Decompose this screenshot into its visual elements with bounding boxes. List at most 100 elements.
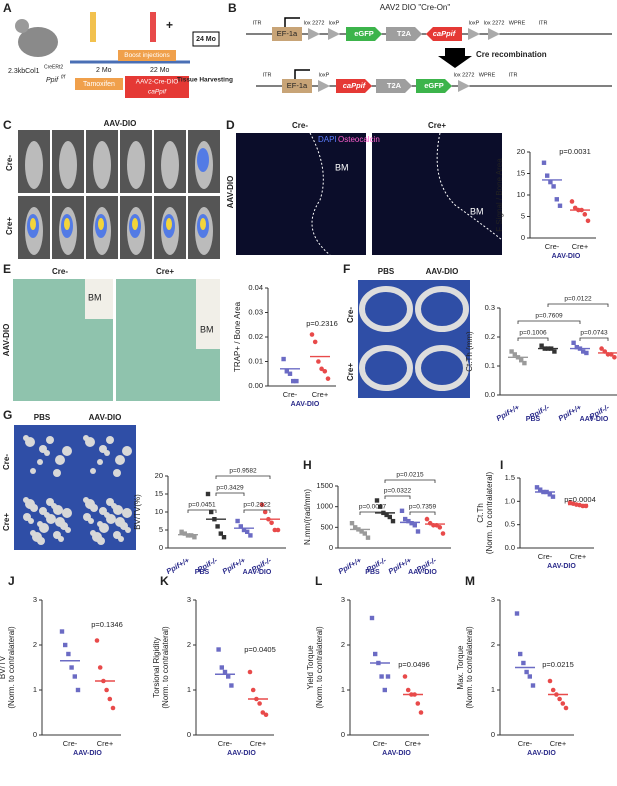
group-label: AAV-DIO (580, 416, 609, 423)
gene-block (416, 79, 452, 93)
harvest: Tissue Harvesting (177, 77, 233, 84)
virus: AAV2-Cre-DIO (136, 79, 179, 86)
p-value: p=0.0215 (542, 660, 574, 669)
marrow (196, 279, 220, 349)
time: 24 Mo (196, 36, 216, 43)
trabecula (46, 514, 56, 524)
bone-cross-section (359, 286, 413, 332)
comparison-bracket (215, 492, 245, 496)
data-point (585, 218, 591, 224)
trabecula (118, 536, 124, 542)
data-point (424, 516, 430, 522)
lox-site (328, 28, 340, 40)
y-tick-label: 0.0 (485, 390, 495, 399)
signal-hot (98, 218, 104, 230)
boost-box (118, 50, 176, 61)
promoter-arrow (284, 17, 300, 27)
data-point (547, 492, 552, 497)
data-point (557, 203, 563, 208)
data-point (554, 197, 559, 202)
data-point (569, 199, 575, 204)
trabecula (44, 450, 50, 456)
construct-element: eGFP (424, 81, 444, 90)
trabecula (28, 518, 34, 524)
panel-label: G (3, 408, 12, 422)
bone-shape (59, 141, 77, 189)
signal-hot (64, 218, 70, 230)
x-tick-label: Ppif+/+ (495, 402, 522, 423)
y-tick-label: 0.03 (248, 307, 263, 316)
construct-element: WPRE (479, 72, 496, 78)
data-point (530, 683, 536, 688)
p-value: p=0.0031 (559, 147, 591, 156)
gene-block (336, 79, 372, 93)
x-tick-label: Cre+ (405, 739, 422, 748)
data-point (534, 485, 540, 490)
y-tick-label: 2 (341, 640, 345, 649)
x-tick-label: Cre- (63, 739, 78, 748)
construct-element: ITR (253, 20, 262, 26)
p-value: p=0.0405 (244, 645, 276, 654)
p-value: p=0.2322 (243, 502, 271, 509)
construct-element: eGFP (354, 29, 374, 38)
data-point (218, 531, 223, 536)
construct-element: lox 2272 (454, 72, 475, 78)
signal-hot (132, 218, 138, 230)
data-point (539, 343, 544, 348)
data-point (387, 514, 392, 520)
data-point (216, 647, 221, 652)
y-tick-label: 0 (187, 730, 191, 739)
data-point (509, 349, 514, 354)
data-point (547, 678, 553, 684)
data-point (215, 524, 220, 529)
data-point (524, 669, 529, 675)
data-point (291, 378, 296, 384)
y-tick-label: 0.1 (485, 361, 495, 370)
stain: Osteocalcin (338, 135, 380, 144)
construct-element: loxP (319, 72, 330, 78)
trabecula (62, 446, 72, 456)
microct (358, 280, 470, 398)
y-axis-label: (Norm. to contralateral) (161, 626, 170, 709)
data-point (541, 160, 547, 165)
y-tick-label: 1500 (316, 481, 333, 490)
comparison-bracket (215, 475, 271, 479)
y-tick-label: 0.0 (505, 543, 515, 552)
group-label: PBS (526, 416, 541, 423)
trabecula (85, 437, 95, 447)
construct-element: EF-1a (287, 81, 308, 90)
y-tick-label: 5 (159, 525, 163, 534)
group-label: AAV-DIO (243, 569, 272, 576)
genotype: 2.3kbCol1 (8, 68, 40, 75)
time: 2 Mo (96, 67, 112, 74)
y-tick-label: 0.01 (248, 356, 263, 365)
p-value: p=0.0004 (564, 495, 596, 504)
data-point (379, 674, 384, 679)
microct (14, 425, 136, 550)
tamoxifen: Tamoxifen (83, 81, 115, 88)
p-value: p=0.0215 (396, 472, 424, 479)
y-tick-label: 500 (320, 522, 333, 531)
comparison-bracket (359, 511, 386, 515)
construct-element: ITR (263, 72, 272, 78)
construct-element: caPpif (343, 81, 367, 90)
gene-block (426, 27, 462, 41)
lox-site (468, 28, 480, 40)
data-point (359, 529, 364, 534)
data-point (257, 701, 262, 706)
data-point (259, 502, 265, 508)
y-axis-label: (Norm. to contralateral) (465, 626, 474, 709)
comparison-bracket (517, 320, 581, 324)
data-point (519, 358, 524, 363)
p-value: p=0.0496 (398, 660, 430, 669)
comparison-bracket (187, 509, 217, 513)
y-tick-label: 10 (155, 507, 163, 516)
data-point (294, 378, 299, 384)
data-point (263, 712, 269, 718)
y-axis-label: Torsional Rigidity (152, 637, 161, 697)
p-value: p=0.9582 (229, 468, 257, 475)
trabecula (55, 455, 65, 465)
trabecula (46, 436, 54, 444)
allele: Ppif (46, 77, 59, 84)
data-point (229, 683, 234, 688)
